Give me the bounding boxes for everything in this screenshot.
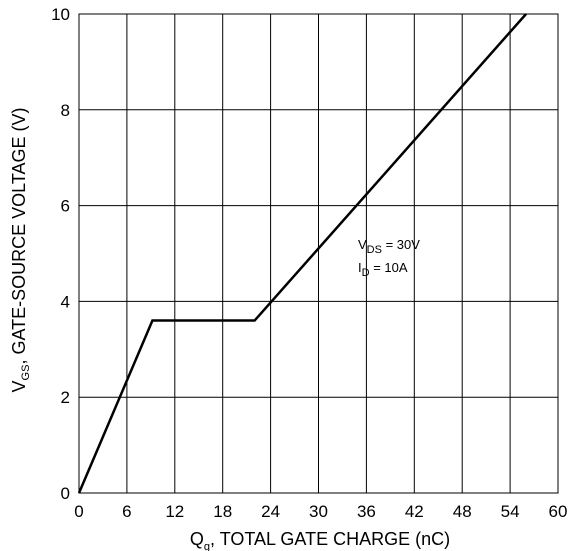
annotation-vds-rest: = 30V — [382, 237, 420, 252]
plot-frame — [78, 13, 559, 494]
annotation-vds: VDS = 30V — [358, 237, 420, 256]
y-tick-label: 0 — [61, 484, 70, 503]
y-axis-title: VGS, GATE-SOURCE VOLTAGE (V) — [9, 108, 32, 393]
x-tick-label: 42 — [405, 502, 424, 521]
x-tick-label: 6 — [122, 502, 131, 521]
x-tick-label: 48 — [453, 502, 472, 521]
x-tick-label: 12 — [165, 502, 184, 521]
x-tick-labels: 0 6 12 18 24 30 36 42 48 54 60 — [74, 502, 567, 521]
annotation-vds-sub: DS — [367, 244, 382, 256]
x-axis-title-rest: , TOTAL GATE CHARGE (nC) — [210, 529, 450, 549]
x-tick-label: 0 — [74, 502, 83, 521]
x-axis-title-sub: g — [204, 541, 210, 551]
y-tick-label: 8 — [61, 101, 70, 120]
gate-charge-line — [77, 13, 528, 494]
x-tick-label: 18 — [213, 502, 232, 521]
y-tick-label: 10 — [51, 5, 70, 24]
x-tick-label: 24 — [261, 502, 280, 521]
y-axis-title-main: V — [9, 380, 29, 392]
annotation-vds-main: V — [358, 237, 367, 252]
annotation-id-sub: D — [362, 267, 370, 279]
x-tick-label: 30 — [309, 502, 328, 521]
y-axis-title-sub: GS — [20, 365, 32, 381]
x-tick-label: 60 — [549, 502, 568, 521]
x-tick-label: 36 — [357, 502, 376, 521]
x-axis-title-main: Q — [190, 529, 204, 549]
y-tick-label: 6 — [61, 197, 70, 216]
annotation-id: ID = 10A — [358, 260, 408, 279]
y-tick-label: 2 — [61, 388, 70, 407]
x-axis-title: Qg, TOTAL GATE CHARGE (nC) — [190, 529, 450, 551]
y-tick-labels: 0 2 4 6 8 10 — [51, 5, 70, 503]
series-group — [77, 13, 528, 494]
x-tick-label: 54 — [501, 502, 520, 521]
y-tick-label: 4 — [61, 292, 70, 311]
annotation-id-main: I — [358, 260, 362, 275]
annotation-id-rest: = 10A — [370, 260, 408, 275]
y-axis-title-rest: , GATE-SOURCE VOLTAGE (V) — [9, 108, 29, 365]
